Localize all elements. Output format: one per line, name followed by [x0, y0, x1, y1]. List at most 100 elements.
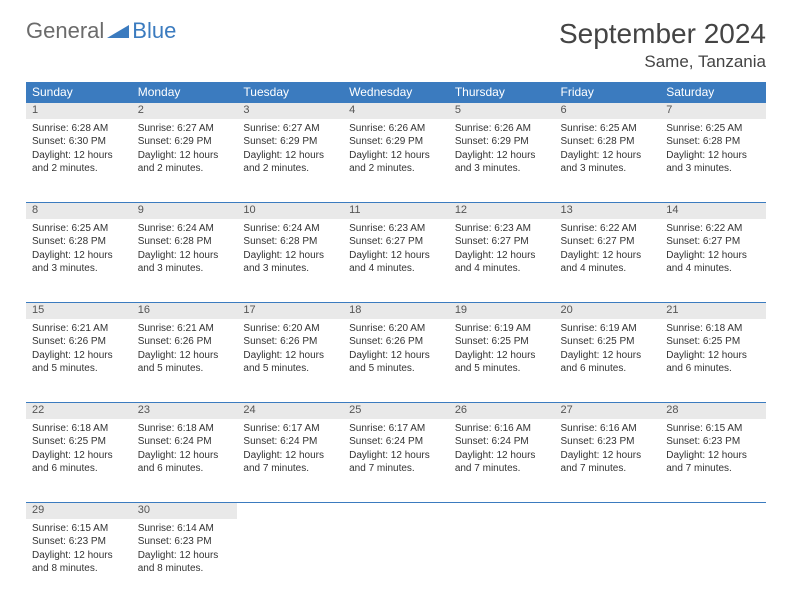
- weekday-header: Wednesday: [343, 82, 449, 103]
- daylight-line: Daylight: 12 hours and 2 minutes.: [243, 149, 337, 176]
- sunset-line: Sunset: 6:27 PM: [666, 235, 760, 249]
- day-content-cell: Sunrise: 6:16 AMSunset: 6:24 PMDaylight:…: [449, 419, 555, 503]
- sunrise-line: Sunrise: 6:18 AM: [666, 322, 760, 336]
- day-number-cell: 21: [660, 303, 766, 319]
- sunset-line: Sunset: 6:23 PM: [32, 535, 126, 549]
- sunset-line: Sunset: 6:25 PM: [32, 435, 126, 449]
- day-content-cell: Sunrise: 6:25 AMSunset: 6:28 PMDaylight:…: [26, 219, 132, 303]
- sunset-line: Sunset: 6:23 PM: [561, 435, 655, 449]
- sunset-line: Sunset: 6:23 PM: [666, 435, 760, 449]
- day-content-cell: [555, 519, 661, 603]
- sunrise-line: Sunrise: 6:19 AM: [561, 322, 655, 336]
- day-number-row: 2930: [26, 503, 766, 519]
- day-content-cell: Sunrise: 6:18 AMSunset: 6:25 PMDaylight:…: [26, 419, 132, 503]
- page-title: September 2024: [559, 18, 766, 50]
- sunrise-line: Sunrise: 6:20 AM: [349, 322, 443, 336]
- day-content-cell: Sunrise: 6:20 AMSunset: 6:26 PMDaylight:…: [343, 319, 449, 403]
- day-content-cell: Sunrise: 6:27 AMSunset: 6:29 PMDaylight:…: [132, 119, 238, 203]
- day-content-cell: [660, 519, 766, 603]
- logo: General Blue: [26, 18, 176, 44]
- sunrise-line: Sunrise: 6:21 AM: [32, 322, 126, 336]
- day-number-cell: 24: [237, 403, 343, 419]
- daylight-line: Daylight: 12 hours and 3 minutes.: [561, 149, 655, 176]
- sunset-line: Sunset: 6:28 PM: [561, 135, 655, 149]
- day-content-cell: Sunrise: 6:25 AMSunset: 6:28 PMDaylight:…: [660, 119, 766, 203]
- sunrise-line: Sunrise: 6:18 AM: [138, 422, 232, 436]
- day-number-cell: 6: [555, 103, 661, 119]
- sunrise-line: Sunrise: 6:25 AM: [666, 122, 760, 136]
- daylight-line: Daylight: 12 hours and 2 minutes.: [32, 149, 126, 176]
- sunrise-line: Sunrise: 6:17 AM: [349, 422, 443, 436]
- daylight-line: Daylight: 12 hours and 5 minutes.: [243, 349, 337, 376]
- logo-text-1: General: [26, 18, 104, 44]
- day-number-cell: 2: [132, 103, 238, 119]
- sunrise-line: Sunrise: 6:14 AM: [138, 522, 232, 536]
- sunset-line: Sunset: 6:28 PM: [138, 235, 232, 249]
- daylight-line: Daylight: 12 hours and 7 minutes.: [243, 449, 337, 476]
- logo-text-2: Blue: [132, 18, 176, 44]
- day-number-cell: 5: [449, 103, 555, 119]
- sunset-line: Sunset: 6:24 PM: [138, 435, 232, 449]
- sunset-line: Sunset: 6:26 PM: [138, 335, 232, 349]
- sunrise-line: Sunrise: 6:25 AM: [32, 222, 126, 236]
- sunset-line: Sunset: 6:29 PM: [455, 135, 549, 149]
- weekday-header: Tuesday: [237, 82, 343, 103]
- day-number-cell: 11: [343, 203, 449, 219]
- day-content-cell: [237, 519, 343, 603]
- day-number-row: 1234567: [26, 103, 766, 119]
- sunset-line: Sunset: 6:25 PM: [666, 335, 760, 349]
- sunrise-line: Sunrise: 6:23 AM: [349, 222, 443, 236]
- weekday-header: Saturday: [660, 82, 766, 103]
- day-content-cell: Sunrise: 6:24 AMSunset: 6:28 PMDaylight:…: [132, 219, 238, 303]
- sunrise-line: Sunrise: 6:25 AM: [561, 122, 655, 136]
- sunset-line: Sunset: 6:25 PM: [455, 335, 549, 349]
- calendar-body: 1234567Sunrise: 6:28 AMSunset: 6:30 PMDa…: [26, 103, 766, 603]
- day-content-cell: Sunrise: 6:21 AMSunset: 6:26 PMDaylight:…: [132, 319, 238, 403]
- sunrise-line: Sunrise: 6:16 AM: [455, 422, 549, 436]
- day-number-cell: 19: [449, 303, 555, 319]
- day-content-cell: Sunrise: 6:26 AMSunset: 6:29 PMDaylight:…: [343, 119, 449, 203]
- daylight-line: Daylight: 12 hours and 6 minutes.: [561, 349, 655, 376]
- day-content-cell: Sunrise: 6:14 AMSunset: 6:23 PMDaylight:…: [132, 519, 238, 603]
- day-content-cell: Sunrise: 6:28 AMSunset: 6:30 PMDaylight:…: [26, 119, 132, 203]
- daylight-line: Daylight: 12 hours and 4 minutes.: [455, 249, 549, 276]
- day-content-cell: Sunrise: 6:18 AMSunset: 6:25 PMDaylight:…: [660, 319, 766, 403]
- day-number-cell: 12: [449, 203, 555, 219]
- sunset-line: Sunset: 6:28 PM: [243, 235, 337, 249]
- title-block: September 2024 Same, Tanzania: [559, 18, 766, 72]
- day-number-cell: 28: [660, 403, 766, 419]
- sunset-line: Sunset: 6:24 PM: [243, 435, 337, 449]
- daylight-line: Daylight: 12 hours and 3 minutes.: [243, 249, 337, 276]
- day-content-row: Sunrise: 6:25 AMSunset: 6:28 PMDaylight:…: [26, 219, 766, 303]
- daylight-line: Daylight: 12 hours and 3 minutes.: [32, 249, 126, 276]
- daylight-line: Daylight: 12 hours and 7 minutes.: [349, 449, 443, 476]
- day-number-cell: 1: [26, 103, 132, 119]
- sunrise-line: Sunrise: 6:15 AM: [32, 522, 126, 536]
- sunset-line: Sunset: 6:24 PM: [349, 435, 443, 449]
- day-number-cell: 10: [237, 203, 343, 219]
- daylight-line: Daylight: 12 hours and 5 minutes.: [138, 349, 232, 376]
- daylight-line: Daylight: 12 hours and 7 minutes.: [666, 449, 760, 476]
- sunrise-line: Sunrise: 6:24 AM: [138, 222, 232, 236]
- daylight-line: Daylight: 12 hours and 2 minutes.: [349, 149, 443, 176]
- sunrise-line: Sunrise: 6:27 AM: [138, 122, 232, 136]
- day-number-cell: 25: [343, 403, 449, 419]
- sunrise-line: Sunrise: 6:16 AM: [561, 422, 655, 436]
- day-number-row: 891011121314: [26, 203, 766, 219]
- day-content-cell: Sunrise: 6:15 AMSunset: 6:23 PMDaylight:…: [26, 519, 132, 603]
- day-number-cell: 9: [132, 203, 238, 219]
- daylight-line: Daylight: 12 hours and 5 minutes.: [32, 349, 126, 376]
- day-number-cell: 3: [237, 103, 343, 119]
- day-number-cell: [449, 503, 555, 519]
- day-number-cell: 29: [26, 503, 132, 519]
- day-content-cell: Sunrise: 6:17 AMSunset: 6:24 PMDaylight:…: [237, 419, 343, 503]
- calendar-table: SundayMondayTuesdayWednesdayThursdayFrid…: [26, 82, 766, 603]
- day-content-cell: [343, 519, 449, 603]
- day-content-cell: Sunrise: 6:19 AMSunset: 6:25 PMDaylight:…: [555, 319, 661, 403]
- sunrise-line: Sunrise: 6:19 AM: [455, 322, 549, 336]
- day-number-cell: 14: [660, 203, 766, 219]
- sunrise-line: Sunrise: 6:18 AM: [32, 422, 126, 436]
- location-text: Same, Tanzania: [559, 52, 766, 72]
- weekday-header: Monday: [132, 82, 238, 103]
- sunset-line: Sunset: 6:30 PM: [32, 135, 126, 149]
